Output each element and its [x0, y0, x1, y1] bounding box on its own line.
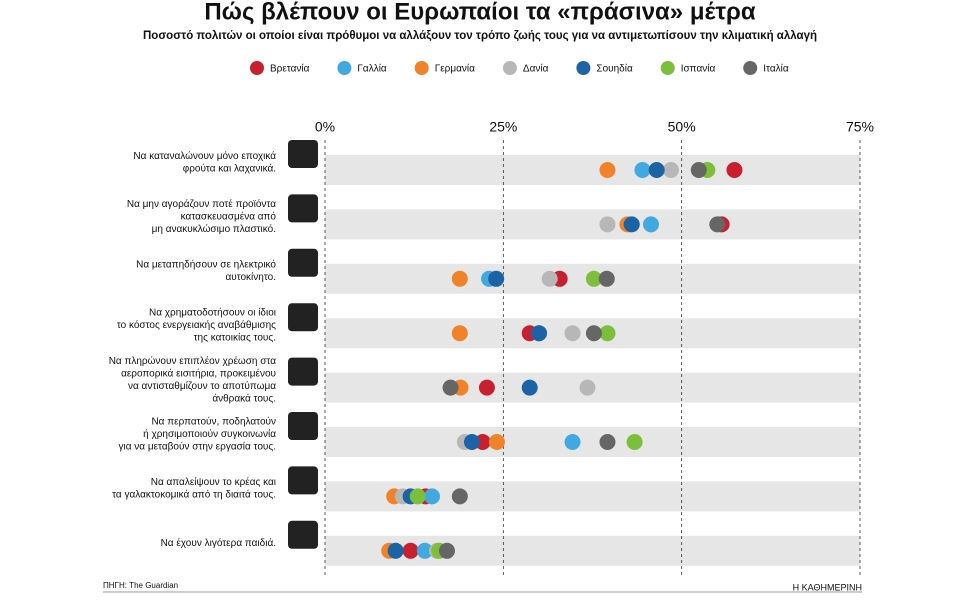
row-label: Να χρηματοδοτήσουν οι ίδιοι το κόστος ενε… — [117, 306, 276, 343]
legend: Βρετανία Γαλλία Γερμανία Δανία Σουηδία Ισπανί… — [250, 61, 789, 75]
x-tick-label: 25% — [489, 119, 517, 135]
dot — [599, 325, 616, 342]
legend-label: Δανία — [523, 63, 549, 75]
row-label: Να απαλείψουν το κρέας και τα γαλακτοκομι… — [112, 476, 276, 501]
dot — [402, 542, 419, 559]
dot — [451, 488, 468, 505]
row-label: Να μεταπηδήσουν σε ηλεκτρικό αυτοκίνητο. — [136, 258, 276, 283]
dot — [424, 488, 440, 505]
legend-swatch — [337, 61, 352, 75]
row-icon — [288, 466, 318, 495]
dot — [442, 379, 459, 396]
legend-swatch — [576, 61, 591, 75]
legend-label: Βρετανία — [270, 63, 310, 75]
dot — [438, 542, 455, 559]
dot — [488, 434, 505, 450]
dot — [488, 270, 505, 287]
dot — [599, 434, 616, 450]
chart-title: Πώς βλέπουν οι Ευρωπαίοι τα «πράσινα» μέ… — [204, 0, 756, 25]
dot — [387, 542, 404, 559]
row-icon — [288, 357, 318, 386]
dot — [634, 162, 651, 178]
row-label: Να πληρώνουν επιπλέον χρέωση στα αεροπορι… — [109, 354, 277, 404]
dot — [564, 434, 581, 450]
row-icon — [288, 140, 318, 168]
dot — [416, 542, 433, 559]
row-band — [325, 155, 860, 185]
row-label: Να μην αγοράζουν ποτέ προϊόντα κατασκευασ… — [127, 198, 277, 235]
dot — [541, 270, 558, 287]
dot — [409, 488, 426, 505]
x-tick-label: 50% — [668, 119, 696, 135]
row-icon — [288, 194, 318, 223]
dot — [726, 162, 743, 178]
x-tick-label: 0% — [315, 119, 335, 135]
row-icon — [288, 520, 318, 549]
dot — [478, 379, 495, 396]
legend-swatch — [743, 61, 758, 75]
dot — [642, 216, 659, 233]
dot — [626, 434, 643, 450]
source: ΠΗΓΗ: The Guardian — [103, 581, 178, 590]
dot — [690, 162, 707, 178]
dot — [599, 162, 616, 178]
row-icon — [288, 303, 318, 332]
row-icon — [288, 248, 318, 277]
dot — [451, 325, 468, 342]
dot — [564, 325, 581, 342]
dot — [531, 325, 547, 342]
dot — [463, 434, 480, 450]
dot — [662, 162, 679, 178]
row-label: Να καταναλώνουν μόνο εποχικά φρούτα και λ… — [133, 149, 276, 174]
row-label: Να έχουν λιγότερα παιδιά. — [161, 536, 276, 548]
legend-swatch — [250, 61, 264, 75]
legend-label: Ιταλία — [763, 63, 789, 75]
row-label: Να περπατούν, ποδηλατούν ή χρησιμοποιούν … — [119, 415, 277, 452]
dot — [709, 216, 726, 233]
dot — [585, 270, 602, 287]
legend-swatch — [660, 61, 675, 75]
legend-label: Ισπανία — [681, 63, 716, 75]
dot — [585, 325, 602, 342]
row-band — [325, 427, 860, 457]
dot — [521, 379, 538, 396]
x-tick-label: 75% — [846, 119, 874, 135]
publisher: Η ΚΑΘΗΜΕΡΙΝΗ — [793, 582, 862, 592]
legend-label: Σουηδία — [596, 63, 633, 75]
dot — [451, 270, 468, 287]
dot — [599, 216, 616, 233]
dot — [623, 216, 640, 233]
dot — [579, 379, 596, 396]
row-band — [325, 209, 860, 240]
dot — [598, 270, 615, 287]
legend-swatch — [414, 61, 429, 75]
row-icon — [288, 412, 318, 440]
legend-swatch — [502, 61, 517, 75]
legend-label: Γερμανία — [435, 63, 475, 75]
dot — [648, 162, 665, 178]
legend-label: Γαλλία — [357, 63, 387, 75]
chart-subtitle: Ποσοστό πολιτών οι οποίοι είναι πρόθυμοι… — [143, 30, 817, 42]
